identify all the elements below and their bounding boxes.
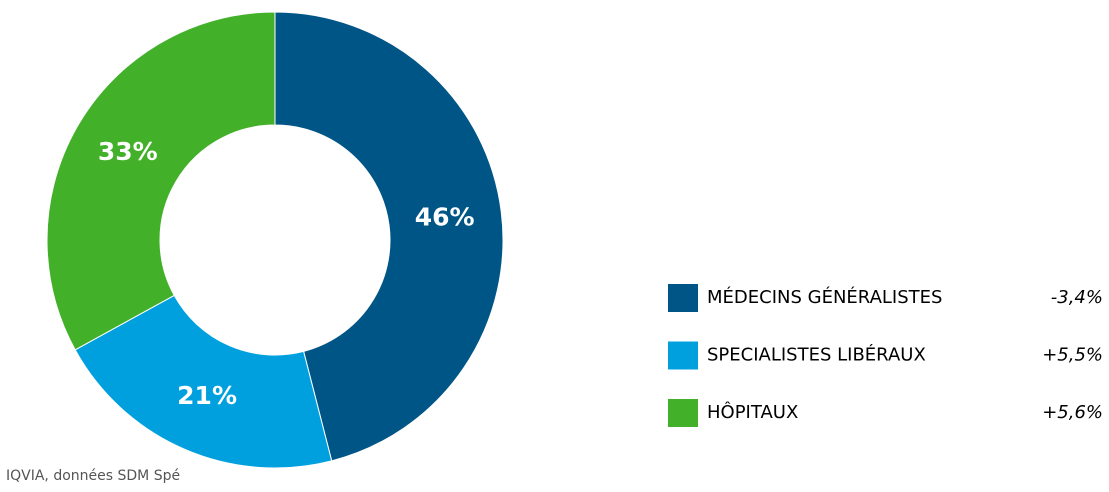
slice: [74, 294, 333, 469]
legend-label: SPECIALISTES LIBÉRAUX: [707, 344, 926, 366]
legend-swatch: [668, 399, 698, 427]
change-label: -3,4%: [1051, 287, 1103, 308]
data-label: 21%: [177, 381, 237, 410]
legend-label: HÔPITAUX: [707, 401, 798, 423]
legend-swatch: [668, 284, 698, 312]
slice: [274, 11, 504, 462]
legend-swatch: [668, 341, 698, 370]
change-label: +5,6%: [1042, 402, 1103, 423]
data-label: 46%: [415, 203, 475, 232]
data-label: 33%: [98, 137, 158, 166]
slice: [46, 11, 276, 351]
source: IQVIA, données SDM Spé: [6, 468, 180, 484]
change-label: +5,5%: [1042, 345, 1103, 366]
legend-label: MÉDECINS GÉNÉRALISTES: [707, 286, 942, 308]
